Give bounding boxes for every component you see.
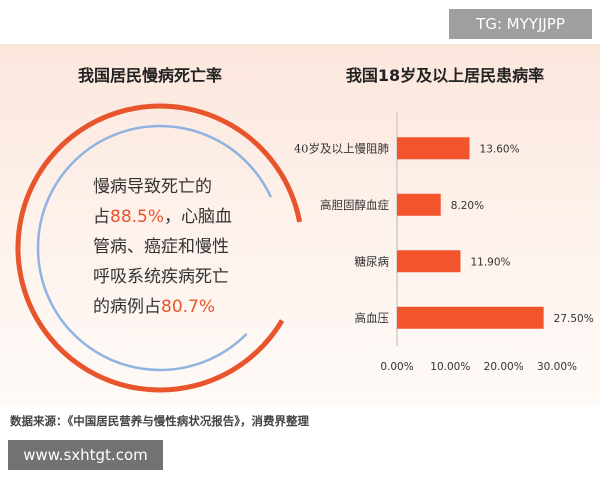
background-panel	[0, 44, 600, 406]
ring-text-line-4: 呼吸系统疾病死亡	[93, 267, 229, 287]
value-label: 8.20%	[451, 200, 484, 212]
left-panel-title: 我国居民慢病死亡率	[77, 66, 222, 85]
category-label: 高胆固醇血症	[320, 198, 389, 212]
ring-text-line-2: 占88.5%，心脑血	[93, 202, 233, 232]
value-label: 11.90%	[470, 256, 510, 268]
chart-title: 我国18岁及以上居民患病率	[345, 66, 545, 85]
data-source: 数据来源：《中国居民营养与慢性病状况报告》，消费界整理	[10, 414, 309, 428]
ring-text-line-5: 的病例占80.7%	[93, 292, 233, 322]
outer-ring	[15, 103, 305, 393]
ring-text-line-3: 管病、癌症和慢性	[93, 237, 229, 257]
x-tick-label: 0.00%	[380, 361, 413, 373]
bar	[397, 250, 461, 273]
category-label: 40岁及以上慢阻肺	[294, 141, 390, 155]
chronic-death-percent: 88.5%	[110, 207, 165, 227]
bar	[397, 137, 470, 160]
watermark-top: TG: MYYJJPP	[449, 9, 592, 39]
category-label: 高血压	[355, 311, 390, 325]
x-tick-label: 10.00%	[430, 361, 470, 373]
category-label: 糖尿病	[355, 254, 390, 268]
cvd-cancer-death-percent: 80.7%	[161, 297, 216, 317]
value-label: 13.60%	[480, 143, 520, 155]
watermark-bottom: www.sxhtgt.com	[8, 440, 163, 470]
bar	[397, 306, 544, 329]
value-label: 27.50%	[554, 313, 594, 325]
ring-text-line-2-post: ，心脑血	[164, 207, 233, 227]
ring-text-line-1: 慢病导致死亡的	[93, 177, 212, 197]
bar	[397, 193, 441, 216]
ring-text-line-2-pre: 占	[93, 207, 110, 227]
x-tick-label: 20.00%	[484, 361, 524, 373]
x-tick-label: 30.00%	[537, 361, 577, 373]
ring-text: 慢病导致死亡的 占88.5%，心脑血 管病、癌症和慢性 呼吸系统疾病死亡 的病例…	[93, 172, 233, 322]
ring-text-line-5-pre: 的病例占	[93, 297, 161, 317]
